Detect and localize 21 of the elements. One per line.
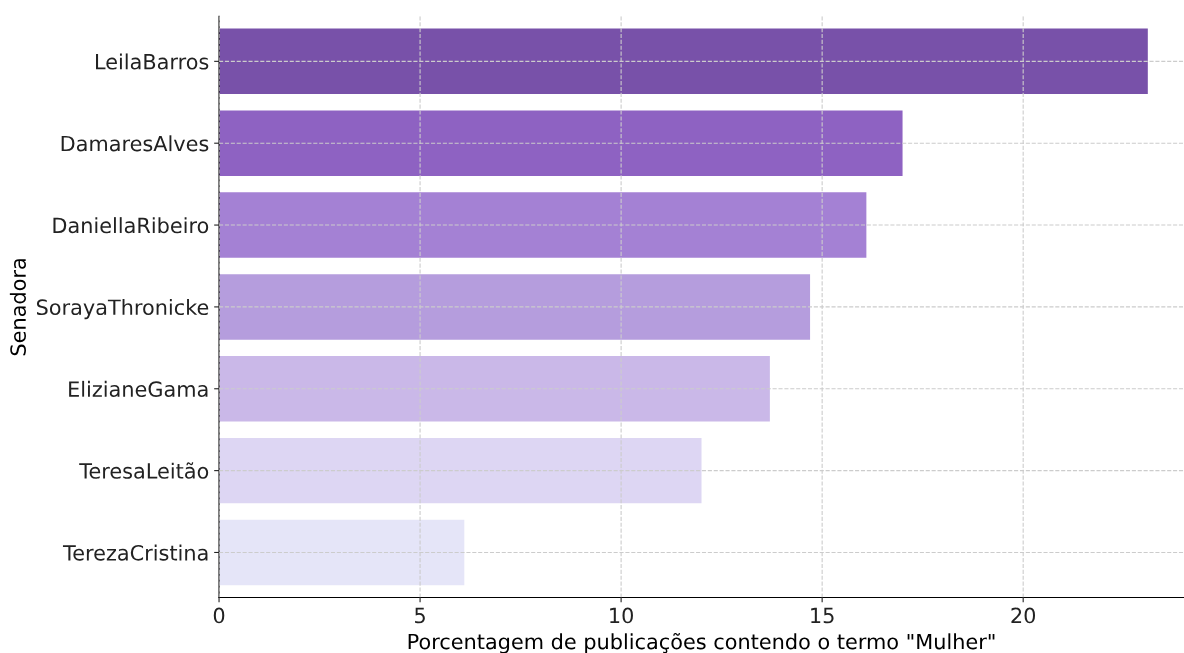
bar (219, 28, 1148, 95)
bar (219, 274, 811, 340)
y-tick-label: SorayaThronicke (36, 298, 209, 320)
bar (219, 192, 867, 258)
y-axis-title: Senadora (9, 259, 26, 356)
x-tick-label: 15 (811, 607, 834, 624)
x-tick-label: 5 (415, 607, 425, 624)
y-tick-label: DaniellaRibeiro (53, 217, 209, 234)
x-tick-label: 20 (1011, 607, 1036, 624)
x-axis-title: Porcentagem de publicações contendo o termo "Mulher" (408, 632, 995, 653)
y-tick-label: DamaresAlves (61, 135, 209, 152)
y-tick-label: TerezaCristina (62, 544, 208, 561)
y-tick-label: ElizianeGama (69, 380, 208, 397)
x-tick-label: 10 (610, 607, 633, 624)
bar (219, 356, 770, 422)
bar (219, 519, 465, 586)
y-tick-label: TeresaLeitão (79, 462, 209, 479)
x-tick-label: 0 (213, 607, 225, 624)
y-tick-label: LeilaBarros (96, 53, 209, 70)
bar (219, 110, 903, 176)
bar (219, 437, 702, 504)
